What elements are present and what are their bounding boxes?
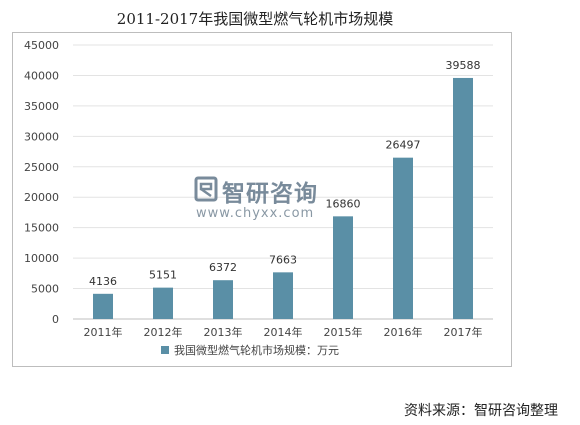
y-tick-label: 25000 — [24, 161, 59, 174]
bar — [93, 293, 113, 319]
y-tick-label: 15000 — [24, 222, 59, 235]
x-tick-label: 2012年 — [144, 325, 183, 339]
data-label: 4136 — [89, 275, 117, 288]
legend-swatch — [161, 346, 169, 354]
data-label: 39588 — [446, 59, 481, 72]
watermark-name: 智研咨询 — [222, 181, 318, 207]
y-tick-label: 35000 — [24, 100, 59, 113]
bar — [273, 272, 293, 319]
y-tick-label: 45000 — [24, 39, 59, 52]
y-tick-label: 0 — [52, 313, 59, 326]
x-tick-label: 2015年 — [324, 325, 363, 339]
x-tick-label: 2017年 — [444, 325, 483, 339]
data-label: 16860 — [326, 197, 361, 210]
legend-label: 我国微型燃气轮机市场规模：万元 — [174, 343, 339, 357]
x-tick-label: 2011年 — [84, 325, 123, 339]
bar — [153, 287, 173, 319]
data-label: 6372 — [209, 261, 237, 274]
x-tick-label: 2016年 — [384, 325, 423, 339]
source-note: 资料来源：智研咨询整理 — [404, 403, 558, 419]
bar-chart: 0 5000 10000 15000 20000 25000 30000 35000 40000… — [24, 39, 493, 357]
data-label: 5151 — [149, 269, 177, 282]
data-label: 7663 — [269, 253, 297, 266]
chart-title: 2011-2017年我国微型燃气轮机市场规模 — [116, 10, 394, 28]
watermark: 智研咨询 www.chyxx.com — [194, 174, 344, 226]
bar — [393, 157, 413, 319]
watermark-url: www.chyxx.com — [196, 206, 315, 221]
y-tick-label: 40000 — [24, 69, 59, 82]
y-tick-label: 10000 — [24, 252, 59, 265]
bar — [333, 216, 353, 319]
chart-frame: 0 5000 10000 15000 20000 25000 30000 35000 40000… — [12, 32, 512, 367]
chyxx-logo-icon — [194, 176, 218, 202]
bar — [453, 77, 473, 319]
x-tick-label: 2013年 — [204, 325, 243, 339]
y-tick-label: 20000 — [24, 191, 59, 204]
data-label: 26497 — [386, 139, 421, 152]
y-tick-label: 5000 — [31, 283, 59, 296]
x-tick-label: 2014年 — [264, 325, 303, 339]
bar — [213, 280, 233, 319]
y-tick-label: 30000 — [24, 130, 59, 143]
